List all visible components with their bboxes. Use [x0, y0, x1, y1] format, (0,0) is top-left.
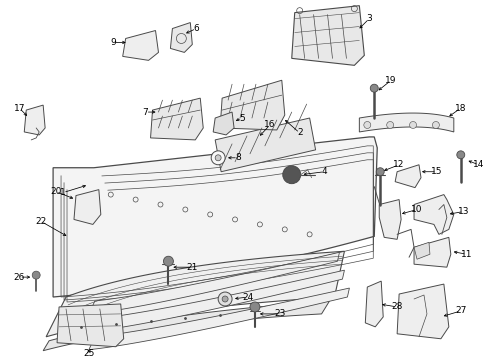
Circle shape	[370, 84, 378, 92]
Text: 17: 17	[14, 104, 25, 113]
Circle shape	[364, 122, 371, 129]
Text: 19: 19	[386, 76, 397, 85]
Polygon shape	[46, 251, 344, 337]
Circle shape	[222, 296, 228, 302]
Text: 10: 10	[411, 205, 423, 214]
Text: 18: 18	[455, 104, 466, 113]
Polygon shape	[395, 165, 421, 188]
Text: 20: 20	[50, 187, 62, 196]
Polygon shape	[397, 284, 449, 339]
Text: 5: 5	[239, 113, 245, 122]
Text: 1: 1	[60, 188, 66, 197]
Circle shape	[457, 151, 465, 159]
Polygon shape	[24, 105, 45, 135]
Text: 22: 22	[36, 217, 47, 226]
Circle shape	[218, 292, 232, 306]
Polygon shape	[89, 252, 340, 314]
Text: 2: 2	[297, 129, 302, 138]
Polygon shape	[414, 237, 451, 267]
Text: 27: 27	[455, 306, 466, 315]
Text: 15: 15	[431, 167, 442, 176]
Circle shape	[32, 271, 40, 279]
Text: 12: 12	[393, 160, 405, 169]
Text: 25: 25	[83, 349, 95, 358]
Text: 26: 26	[14, 273, 25, 282]
Polygon shape	[122, 31, 158, 60]
Polygon shape	[379, 199, 401, 239]
Circle shape	[283, 166, 301, 184]
Text: 3: 3	[367, 14, 372, 23]
Circle shape	[376, 168, 384, 176]
Circle shape	[387, 122, 393, 129]
Circle shape	[433, 122, 440, 129]
Text: 24: 24	[243, 293, 254, 302]
Polygon shape	[53, 137, 377, 297]
Polygon shape	[150, 98, 203, 140]
Circle shape	[211, 151, 225, 165]
Polygon shape	[213, 112, 234, 135]
Polygon shape	[89, 288, 349, 350]
Text: 6: 6	[194, 24, 199, 33]
Polygon shape	[43, 301, 329, 351]
Circle shape	[164, 256, 173, 266]
Text: 9: 9	[110, 38, 116, 47]
Text: 8: 8	[235, 153, 241, 162]
Polygon shape	[57, 304, 123, 347]
Text: 13: 13	[458, 207, 469, 216]
Polygon shape	[414, 242, 430, 259]
Text: 4: 4	[322, 167, 327, 176]
Polygon shape	[359, 113, 454, 132]
Text: 11: 11	[461, 250, 472, 259]
Polygon shape	[366, 281, 383, 327]
Polygon shape	[292, 6, 365, 65]
Text: 14: 14	[473, 160, 484, 169]
Text: 21: 21	[187, 263, 198, 272]
Polygon shape	[220, 80, 285, 130]
Text: 16: 16	[264, 121, 275, 130]
Circle shape	[410, 122, 416, 129]
Text: 7: 7	[143, 108, 148, 117]
Circle shape	[250, 302, 260, 312]
Polygon shape	[89, 270, 344, 332]
Text: 23: 23	[274, 309, 286, 318]
Polygon shape	[215, 118, 316, 172]
Circle shape	[215, 155, 221, 161]
Text: 28: 28	[392, 302, 403, 311]
Polygon shape	[171, 23, 192, 53]
Polygon shape	[414, 195, 454, 234]
Polygon shape	[74, 190, 101, 224]
